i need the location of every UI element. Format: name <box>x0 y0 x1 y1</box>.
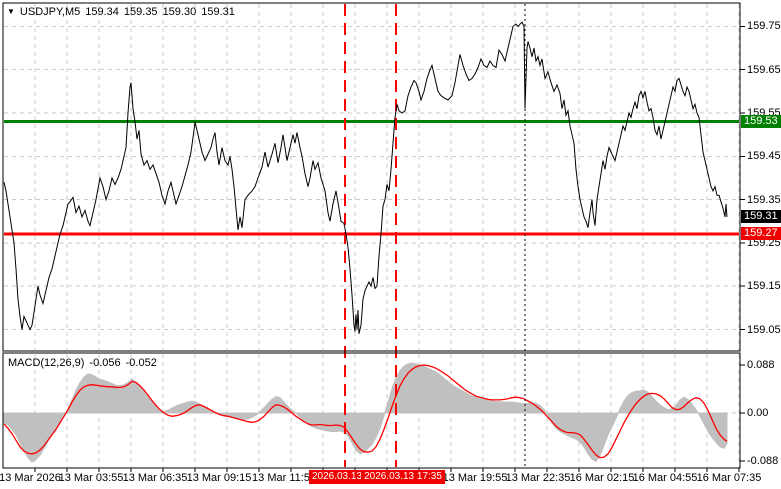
price-axis-label: 159.75 <box>747 20 781 33</box>
macd-axis-label: 0.088 <box>747 359 775 372</box>
macd-axis-label: 0.00 <box>747 407 769 419</box>
macd-histogram <box>3 362 728 463</box>
price-axis-label: 159.45 <box>747 150 781 163</box>
last-price-badge: 159.31 <box>741 209 781 223</box>
macd-indicator-label: MACD(12,26,9) -0.056 -0.052 <box>8 357 157 369</box>
time-axis-label: 16 Mar 07:35 <box>696 472 762 484</box>
ohlc-open: 159.34 <box>85 6 119 18</box>
time-axis-label: 13 Mar 06:35 <box>122 472 188 484</box>
macd-axis-label: -0.088 <box>747 454 779 467</box>
macd-signal-line <box>3 364 728 459</box>
ohlc-close: 159.31 <box>201 6 235 18</box>
time-marker-badge: 2026.03.13 <box>308 470 366 484</box>
time-marker-badge: 2026.03.13 17:35 <box>361 470 445 484</box>
price-axis-label: 159.05 <box>747 323 781 336</box>
macd-panel-border <box>2 352 741 469</box>
price-panel-border <box>2 2 741 352</box>
time-axis-label: 13 Mar 09:15 <box>186 472 252 484</box>
time-axis-label: 13 Mar 11:5 <box>252 472 310 484</box>
macd-main-value: -0.056 <box>89 357 121 369</box>
macd-name: MACD(12,26,9) <box>8 357 85 369</box>
collapse-arrow-icon[interactable]: ▼ <box>7 7 15 16</box>
time-axis-label: 16 Mar 02:15 <box>569 472 635 484</box>
price-line <box>3 21 728 334</box>
resistance-level-badge: 159.53 <box>741 114 781 128</box>
chart-header: ▼ USDJPY,M5 159.34 159.35 159.30 159.31 <box>7 6 235 18</box>
price-axis-label: 159.15 <box>747 280 781 293</box>
price-axis-label: 159.65 <box>747 63 781 76</box>
time-axis-label: 13 Mar 19:55 <box>442 472 508 484</box>
ohlc-high: 159.35 <box>123 6 158 18</box>
symbol-period-label: USDJPY,M5 <box>19 6 81 18</box>
time-axis-label: 13 Mar 2026 <box>0 472 61 484</box>
price-axis-label: 159.35 <box>747 193 781 206</box>
ohlc-low: 159.30 <box>162 6 197 18</box>
time-axis-label: 16 Mar 04:55 <box>632 472 698 484</box>
time-axis-label: 13 Mar 22:35 <box>505 472 571 484</box>
macd-signal-value: -0.052 <box>125 357 157 369</box>
support-level-badge: 159.27 <box>741 227 781 241</box>
time-axis-label: 13 Mar 03:55 <box>58 472 124 484</box>
